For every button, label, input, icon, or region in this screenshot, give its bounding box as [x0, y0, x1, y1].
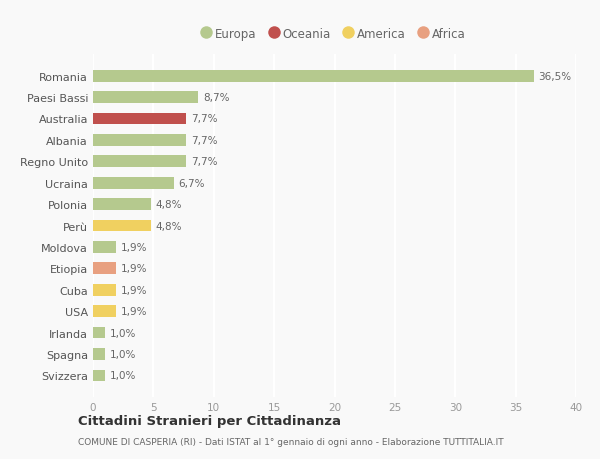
Text: 7,7%: 7,7%	[191, 135, 217, 146]
Text: 36,5%: 36,5%	[539, 72, 572, 82]
Text: 7,7%: 7,7%	[191, 157, 217, 167]
Text: 1,9%: 1,9%	[121, 242, 147, 252]
Bar	[93, 327, 105, 339]
Bar	[93, 370, 105, 381]
Text: 8,7%: 8,7%	[203, 93, 229, 103]
Text: 7,7%: 7,7%	[191, 114, 217, 124]
Bar	[93, 113, 186, 125]
Bar	[93, 284, 116, 296]
Text: 1,9%: 1,9%	[121, 285, 147, 295]
Bar	[93, 71, 534, 82]
Bar	[93, 178, 174, 189]
Bar	[93, 92, 198, 104]
Bar	[93, 199, 151, 211]
Legend: Europa, Oceania, America, Africa: Europa, Oceania, America, Africa	[199, 23, 470, 46]
Bar	[93, 348, 105, 360]
Text: Cittadini Stranieri per Cittadinanza: Cittadini Stranieri per Cittadinanza	[78, 414, 341, 428]
Bar	[93, 220, 151, 232]
Text: 1,0%: 1,0%	[110, 370, 136, 381]
Text: COMUNE DI CASPERIA (RI) - Dati ISTAT al 1° gennaio di ogni anno - Elaborazione T: COMUNE DI CASPERIA (RI) - Dati ISTAT al …	[78, 437, 503, 446]
Bar	[93, 241, 116, 253]
Text: 4,8%: 4,8%	[156, 200, 182, 210]
Bar	[93, 306, 116, 317]
Text: 1,0%: 1,0%	[110, 328, 136, 338]
Bar	[93, 263, 116, 274]
Bar	[93, 156, 186, 168]
Text: 4,8%: 4,8%	[156, 221, 182, 231]
Text: 1,0%: 1,0%	[110, 349, 136, 359]
Bar	[93, 135, 186, 146]
Text: 1,9%: 1,9%	[121, 264, 147, 274]
Text: 6,7%: 6,7%	[179, 179, 205, 188]
Text: 1,9%: 1,9%	[121, 307, 147, 317]
